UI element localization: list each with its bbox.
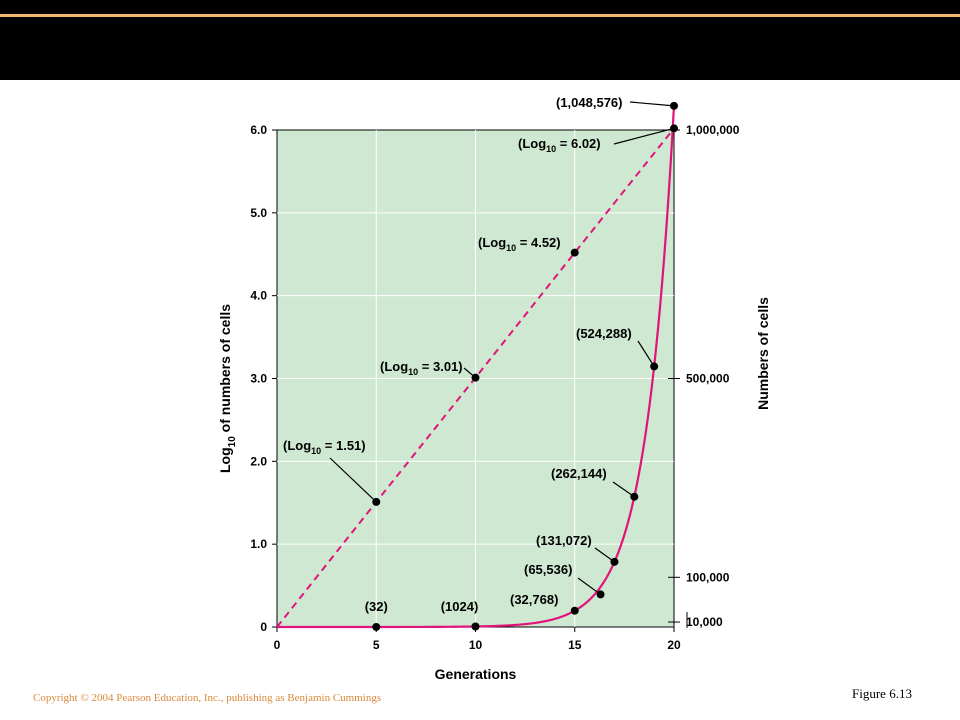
cells-data-point xyxy=(372,622,381,631)
right-tick-label: 500,000 xyxy=(686,372,730,386)
cells-data-point xyxy=(630,492,639,501)
cells-data-point xyxy=(610,557,619,566)
right-tick-label: 100,000 xyxy=(686,570,730,584)
cells-data-point xyxy=(596,590,605,599)
x-tick-label: 10 xyxy=(469,638,483,652)
right-tick-label: 10,000 xyxy=(686,615,723,629)
annotation-leader xyxy=(613,127,675,145)
x-axis-label: Generations xyxy=(435,666,517,682)
log-data-point xyxy=(372,497,381,506)
x-tick-label: 20 xyxy=(667,638,681,652)
annotation-label: (Log10 = 3.01) xyxy=(380,359,463,377)
annotation-label: (262,144) xyxy=(551,466,607,481)
annotation-label: (1,048,576) xyxy=(556,95,623,110)
x-tick-label: 15 xyxy=(568,638,582,652)
x-tick-label: 5 xyxy=(373,638,380,652)
y-tick-label: 4.0 xyxy=(250,289,267,303)
annotation-label: (Log10 = 6.02) xyxy=(518,136,601,154)
annotation-leader xyxy=(577,577,601,595)
annotation-label: (524,288) xyxy=(576,326,632,341)
header-accent-line xyxy=(0,14,960,17)
annotation-label: (1024) xyxy=(441,599,479,614)
annotation-label: (131,072) xyxy=(536,533,592,548)
cells-data-point xyxy=(650,362,659,371)
annotation-label: (Log10 = 4.52) xyxy=(478,235,561,253)
y-tick-label: 5.0 xyxy=(250,206,267,220)
y-tick-label: 0 xyxy=(260,620,267,634)
log-data-point xyxy=(570,248,579,257)
figure-label: Figure 6.13 xyxy=(852,686,912,701)
right-tick-label: 1,000,000 xyxy=(686,123,740,137)
annotation-leader xyxy=(612,481,635,498)
y-tick-label: 2.0 xyxy=(250,454,267,468)
log-data-point xyxy=(670,124,678,133)
cells-data-point xyxy=(570,606,579,615)
log-data-point xyxy=(471,373,480,382)
y-tick-label: 6.0 xyxy=(250,123,267,137)
annotation-leader xyxy=(329,457,377,503)
y-tick-label: 3.0 xyxy=(250,372,267,386)
header-bar xyxy=(0,0,960,80)
y-tick-label: 1.0 xyxy=(250,537,267,551)
annotation-label: (Log10 = 1.51) xyxy=(283,438,366,456)
annotation-leader xyxy=(629,101,675,107)
y-axis-label-left: Log10 of numbers of cells xyxy=(217,304,238,473)
annotation-leader xyxy=(637,340,655,367)
annotation-label: (32,768) xyxy=(510,592,558,607)
x-tick-label: 0 xyxy=(274,638,281,652)
y-axis-label-right: Numbers of cells xyxy=(755,297,771,410)
annotation-label: (32) xyxy=(365,599,388,614)
cells-data-point xyxy=(471,622,480,631)
copyright-text: Copyright © 2004 Pearson Education, Inc.… xyxy=(33,692,382,704)
cells-data-point xyxy=(670,101,678,110)
annotation-label: (65,536) xyxy=(524,562,572,577)
